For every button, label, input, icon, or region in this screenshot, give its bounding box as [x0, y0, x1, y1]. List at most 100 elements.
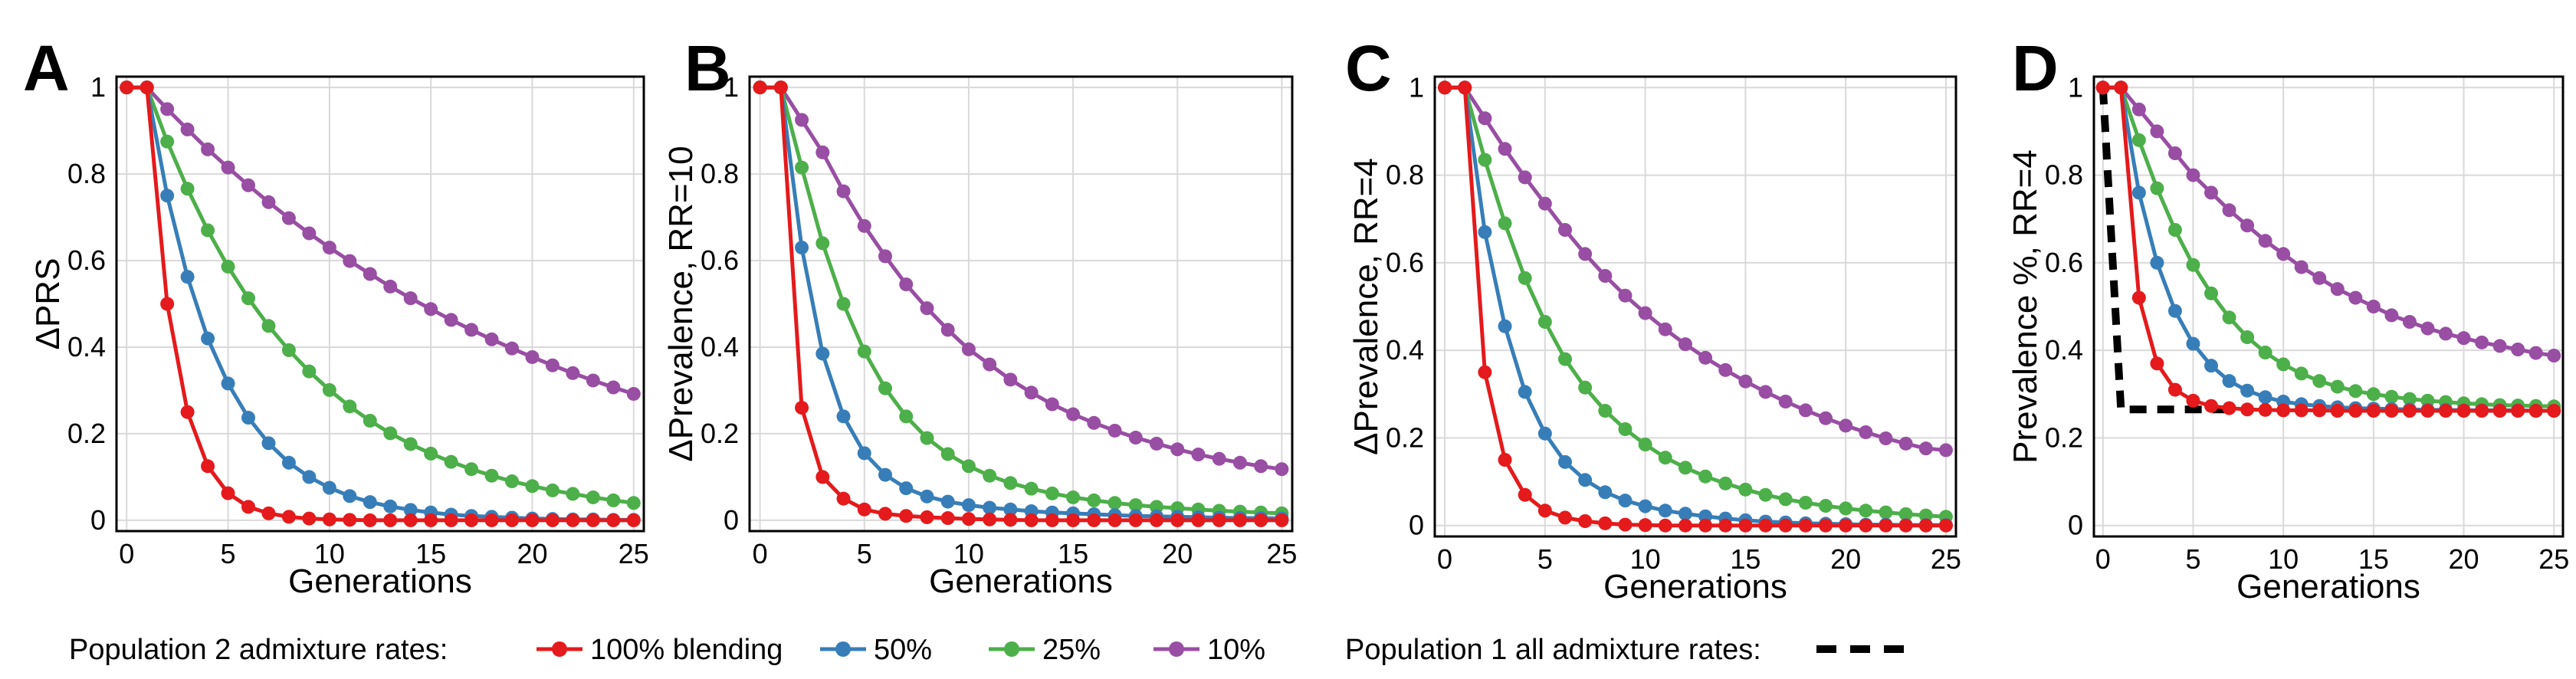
data-point-100pct-blending	[1212, 513, 1226, 527]
data-point-100pct-blending	[444, 513, 458, 527]
data-point-10pct	[545, 358, 560, 372]
data-point-10pct	[1798, 403, 1813, 418]
data-point-10pct	[2294, 260, 2309, 274]
data-point-100pct-blending	[1918, 518, 1933, 533]
x-axis-label: Generations	[929, 563, 1113, 600]
data-point-25pct	[484, 468, 499, 483]
y-tick-label: 0	[90, 504, 106, 536]
x-axis-label: Generations	[2236, 568, 2420, 605]
data-point-25pct	[1678, 461, 1692, 475]
data-point-25pct	[2366, 387, 2381, 402]
data-point-100pct-blending	[1678, 518, 1692, 533]
data-point-10pct	[2456, 331, 2471, 346]
data-point-25pct	[2384, 389, 2399, 404]
data-point-25pct	[1558, 352, 1572, 366]
x-tick-label: 15	[415, 538, 446, 569]
data-point-100pct-blending	[281, 510, 296, 524]
data-point-25pct	[1819, 499, 1833, 513]
data-point-25pct	[626, 496, 641, 510]
data-point-50pct	[1498, 319, 1512, 333]
data-point-100pct-blending	[2114, 80, 2128, 95]
data-point-10pct	[1518, 170, 1532, 185]
data-point-25pct	[2402, 392, 2417, 406]
data-point-50pct	[920, 489, 934, 504]
data-point-50pct	[1478, 225, 1492, 239]
data-point-25pct	[2348, 384, 2363, 399]
data-point-100pct-blending	[1438, 80, 1452, 95]
x-tick-label: 0	[2095, 543, 2111, 575]
data-point-10pct	[606, 380, 621, 395]
data-point-25pct	[857, 344, 871, 359]
data-point-25pct	[1738, 482, 1753, 497]
data-point-10pct	[1170, 442, 1185, 457]
data-point-25pct	[424, 446, 438, 461]
data-point-50pct	[383, 499, 398, 513]
data-point-25pct	[606, 493, 621, 507]
data-point-100pct-blending	[1128, 513, 1143, 527]
data-point-100pct-blending	[1658, 518, 1672, 533]
data-point-50pct	[1658, 504, 1672, 518]
data-point-10pct	[221, 160, 235, 175]
data-point-25pct	[545, 483, 560, 497]
data-point-25pct	[525, 479, 540, 494]
x-tick-label: 25	[1266, 538, 1297, 569]
panel-d: D 0 5 10 15 20 25 0 0.2 0.4 0.6 0.8 1 Generations Prev…	[2007, 32, 2569, 605]
data-point-10pct	[281, 211, 296, 225]
data-point-25pct	[1045, 486, 1059, 500]
y-axis-label: ΔPrevalence, RR=4	[1347, 158, 1385, 455]
data-point-10pct	[1879, 431, 1893, 445]
y-tick-label: 0	[1409, 510, 1424, 541]
data-point-100pct-blending	[836, 491, 851, 506]
panel-letter-d: D	[2012, 32, 2059, 104]
data-point-100pct-blending	[626, 513, 641, 527]
data-point-25pct	[1698, 469, 1713, 484]
data-point-100pct-blending	[2492, 404, 2507, 418]
panel-a: A 0 5 10 15 20 25 0 0.2 0.4 0.6 0.8 1 Generations ΔPRS	[23, 32, 649, 600]
data-point-50pct	[1537, 426, 1552, 441]
data-point-100pct-blending	[2095, 80, 2110, 95]
data-point-50pct	[857, 446, 871, 461]
data-point-100pct-blending	[1839, 518, 1853, 533]
x-tick-label: 5	[857, 538, 872, 569]
data-point-25pct	[1778, 492, 1793, 507]
data-point-25pct	[1087, 493, 1101, 507]
data-point-10pct	[201, 142, 215, 156]
data-point-100pct-blending	[2528, 404, 2543, 418]
population1-reference-line	[2099, 87, 2230, 414]
data-point-100pct-blending	[1087, 513, 1101, 527]
data-point-50pct	[1518, 385, 1532, 399]
data-point-10pct	[343, 254, 357, 268]
data-point-10pct	[836, 184, 851, 198]
data-point-10pct	[363, 267, 377, 281]
y-axis-label: ΔPRS	[29, 258, 67, 350]
data-point-100pct-blending	[2330, 404, 2345, 418]
data-point-50pct	[2258, 390, 2272, 405]
data-point-100pct-blending	[2366, 404, 2381, 418]
data-point-100pct-blending	[2475, 404, 2489, 418]
data-point-25pct	[1598, 404, 1613, 418]
x-tick-label: 15	[1730, 543, 1761, 575]
data-point-10pct	[586, 373, 600, 388]
y-axis-label: ΔPrevalence, RR=10	[662, 146, 700, 461]
data-point-25pct	[383, 426, 398, 441]
data-point-100pct-blending	[586, 513, 600, 527]
data-point-100pct-blending	[878, 507, 892, 521]
data-point-100pct-blending	[1191, 513, 1206, 527]
data-point-50pct	[2240, 383, 2255, 398]
data-point-100pct-blending	[2547, 404, 2561, 418]
data-point-100pct-blending	[464, 513, 479, 527]
data-point-50pct	[836, 409, 851, 424]
data-point-100pct-blending	[1170, 513, 1185, 527]
data-point-10pct	[1275, 462, 1289, 477]
data-point-10pct	[961, 342, 976, 356]
data-point-50pct	[1638, 499, 1652, 513]
data-point-10pct	[857, 218, 871, 233]
plot-frame	[115, 75, 645, 533]
data-point-25pct	[2330, 379, 2345, 394]
y-tick-label: 0.8	[67, 158, 106, 189]
legend-population1-label: Population 1 all admixture rates:	[1345, 634, 1761, 666]
y-tick-label: 0.2	[1386, 422, 1424, 453]
data-point-100pct-blending	[2439, 404, 2453, 418]
legend-label-25pct: 25%	[1042, 634, 1101, 666]
